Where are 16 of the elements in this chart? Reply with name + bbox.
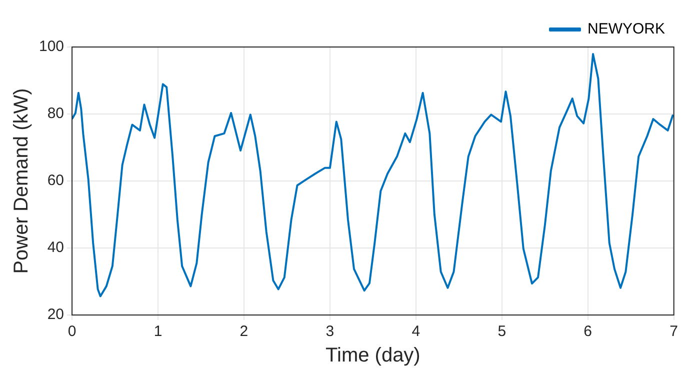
x-tick-label: 1	[154, 323, 162, 340]
x-tick-label: 3	[326, 323, 334, 340]
x-tick-label: 5	[498, 323, 506, 340]
x-tick-label: 0	[68, 323, 76, 340]
x-tick-label: 6	[584, 323, 592, 340]
x-tick-label: 2	[240, 323, 248, 340]
x-tick-label: 7	[670, 323, 678, 340]
y-axis-title: Power Demand (kW)	[10, 88, 33, 274]
y-tick-label: 20	[47, 306, 64, 324]
y-tick-label: 80	[47, 105, 64, 122]
legend-label: NEWYORK	[587, 20, 666, 38]
y-tick-label: 40	[47, 239, 64, 256]
y-tick-label: 100	[38, 38, 64, 56]
x-axis-title: Time (day)	[326, 344, 420, 367]
y-tick-label: 60	[47, 172, 64, 190]
x-tick-label: 4	[412, 323, 420, 340]
